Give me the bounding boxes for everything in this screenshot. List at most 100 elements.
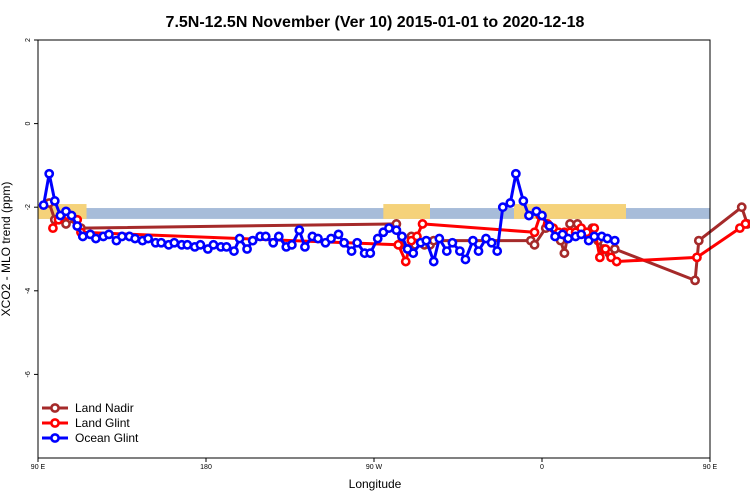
x-axis: 90 E 180 90 W 0 90 E — [31, 458, 718, 471]
data-point — [169, 237, 180, 248]
data-point — [589, 231, 600, 242]
data-point — [38, 200, 49, 211]
data-point — [693, 235, 704, 246]
legend-label: Land Nadir — [75, 401, 134, 415]
data-point — [326, 233, 336, 244]
data-point — [524, 210, 534, 221]
data-point — [49, 196, 60, 206]
data-point — [104, 229, 114, 240]
data-point — [497, 202, 508, 213]
ocean-band — [38, 208, 710, 219]
data-point — [611, 256, 622, 267]
data-point — [143, 233, 154, 244]
legend-marker — [50, 418, 60, 428]
data-point — [77, 231, 88, 242]
data-point — [565, 219, 575, 229]
legend-item: Land Nadir — [42, 401, 134, 415]
data-point — [550, 231, 560, 242]
data-point — [393, 239, 404, 250]
x-axis-label: Longitude — [349, 477, 402, 491]
x-tick-label: 0 — [540, 464, 544, 471]
data-point — [529, 239, 540, 250]
data-point — [692, 252, 702, 263]
series-layer — [38, 168, 750, 286]
data-point — [397, 231, 407, 242]
y-tick-label: 0 — [25, 122, 32, 126]
data-point — [229, 246, 239, 256]
data-point — [66, 210, 77, 221]
data-point — [408, 248, 419, 259]
x-tick-label: 180 — [200, 464, 212, 471]
y-tick-label: -4 — [25, 288, 32, 294]
legend-item: Ocean Glint — [42, 431, 139, 445]
data-point — [400, 256, 411, 267]
data-point — [740, 219, 750, 229]
data-point — [273, 231, 284, 242]
data-point — [117, 231, 127, 242]
data-point — [294, 225, 305, 236]
data-point — [182, 239, 193, 250]
legend-label: Land Glint — [75, 416, 130, 430]
data-point — [300, 242, 310, 252]
data-point — [130, 233, 140, 244]
data-point — [333, 229, 344, 240]
data-point — [468, 235, 478, 246]
y-tick-label: 2 — [25, 38, 32, 42]
data-point — [391, 225, 402, 236]
plot-background — [38, 204, 710, 219]
land-segment — [383, 204, 430, 219]
legend-item: Land Glint — [42, 416, 130, 430]
y-axis-label: XCO2 - MLO trend (ppm) — [0, 182, 13, 317]
data-point — [339, 237, 350, 248]
data-point — [428, 256, 439, 267]
data-point — [529, 227, 540, 238]
data-point — [234, 233, 245, 244]
data-point — [505, 198, 516, 208]
data-point — [48, 223, 58, 233]
data-point — [372, 233, 383, 244]
data-point — [600, 244, 611, 254]
data-point — [559, 248, 570, 259]
data-point — [44, 168, 55, 179]
y-axis: 2 0 -2 -4 -6 — [25, 38, 38, 378]
data-point — [434, 233, 445, 244]
data-point — [90, 233, 101, 244]
data-point — [242, 244, 252, 254]
x-tick-label: 90 E — [703, 464, 718, 471]
data-point — [473, 246, 484, 256]
data-point — [346, 246, 357, 256]
data-point — [247, 235, 258, 246]
data-point — [268, 237, 279, 248]
data-point — [286, 239, 297, 250]
data-point — [609, 244, 620, 254]
data-point — [492, 246, 503, 256]
x-tick-label: 90 W — [366, 464, 383, 471]
data-point — [690, 275, 700, 286]
data-point — [260, 231, 271, 242]
data-point — [537, 210, 547, 221]
data-point — [576, 229, 587, 240]
y-tick-label: -2 — [25, 204, 32, 210]
data-point — [384, 223, 394, 233]
legend-marker — [50, 433, 60, 443]
data-point — [156, 237, 167, 248]
data-point — [447, 237, 458, 248]
data-point — [61, 219, 71, 229]
data-point — [510, 168, 521, 179]
data-point — [221, 242, 232, 252]
data-point — [594, 252, 605, 263]
data-point — [486, 237, 497, 248]
data-point — [352, 237, 363, 248]
data-point — [454, 246, 465, 256]
series-ocean-glint — [38, 168, 620, 267]
x-tick-label: 90 E — [31, 464, 46, 471]
data-point — [72, 221, 83, 231]
data-point — [313, 233, 323, 244]
data-point — [602, 233, 613, 244]
data-point — [421, 235, 432, 246]
data-point — [208, 239, 219, 250]
data-point — [589, 223, 600, 233]
data-point — [609, 235, 620, 246]
